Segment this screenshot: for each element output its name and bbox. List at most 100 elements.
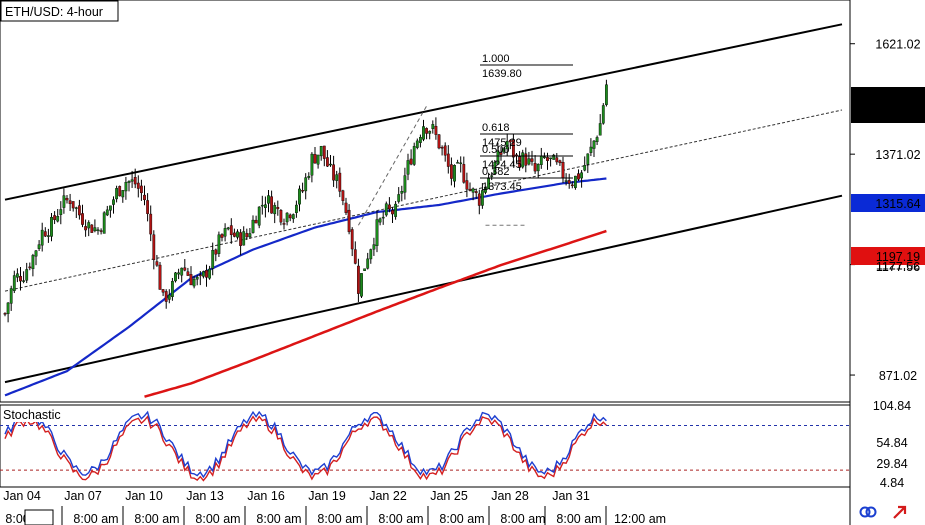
candle-body xyxy=(552,154,556,160)
candle-body xyxy=(84,226,88,231)
candle-body xyxy=(264,204,267,208)
candle-body xyxy=(443,145,447,156)
candle-body xyxy=(232,232,236,237)
candle-body xyxy=(127,181,131,183)
date-label: Jan 07 xyxy=(64,489,102,503)
date-label: Jan 10 xyxy=(125,489,163,503)
candle-body xyxy=(598,123,602,136)
candle-body xyxy=(453,165,456,182)
candle-body xyxy=(282,223,286,225)
candle-body xyxy=(505,140,509,150)
date-label: Jan 19 xyxy=(308,489,346,503)
time-label: 8:00 am xyxy=(317,512,362,525)
fib-price-label: 1424.45 xyxy=(482,159,522,171)
candle-body xyxy=(344,202,348,213)
candle-body xyxy=(499,152,503,155)
candle-body xyxy=(313,154,317,164)
candle-body xyxy=(267,195,270,204)
fib-level-label: 0.382 xyxy=(482,166,510,178)
main-panel xyxy=(0,0,851,403)
candle-body xyxy=(350,229,354,250)
date-label: Jan 28 xyxy=(491,489,529,503)
candle-body xyxy=(260,204,264,207)
time-label: 12:00 am xyxy=(614,512,666,525)
candle-body xyxy=(158,264,162,290)
candle-body xyxy=(198,274,202,277)
candle-body xyxy=(99,230,103,232)
candle-body xyxy=(186,271,190,276)
candle-body xyxy=(248,233,252,238)
candle-body xyxy=(152,234,156,260)
price-tag-bg xyxy=(851,194,925,212)
time-label: 8:00 am xyxy=(439,512,484,525)
candle-body xyxy=(71,201,75,209)
candle-body xyxy=(174,272,177,282)
fib-level-label: 1.000 xyxy=(482,53,510,65)
candle-body xyxy=(527,158,531,165)
candle-body xyxy=(50,217,53,237)
candle-body xyxy=(102,212,106,234)
candle-body xyxy=(205,270,208,278)
candle-body xyxy=(183,267,187,271)
candle-body xyxy=(3,313,7,315)
candle-body xyxy=(518,156,522,168)
candle-body xyxy=(400,191,404,194)
candle-body xyxy=(384,203,388,216)
channel-mid-line xyxy=(4,109,843,292)
ma-red-line xyxy=(144,229,607,398)
candle-body xyxy=(564,180,568,182)
fib-level-label: 0.618 xyxy=(482,122,510,134)
candle-body xyxy=(440,147,444,149)
candle-body xyxy=(285,212,289,223)
fib-price-label: 1373.45 xyxy=(482,181,522,193)
candle-body xyxy=(105,209,109,216)
stochastic-k-line xyxy=(4,410,607,479)
candle-body xyxy=(592,140,596,149)
candle-body xyxy=(375,219,379,246)
date-label: Jan 31 xyxy=(552,489,590,503)
candle-body xyxy=(136,182,140,189)
candle-body xyxy=(161,289,165,293)
candle-body xyxy=(40,229,44,246)
candle-body xyxy=(586,153,590,165)
candle-body xyxy=(139,185,143,194)
chart-title: ETH/USD: 4-hour xyxy=(5,5,103,19)
candle-body xyxy=(298,188,301,205)
candle-body xyxy=(329,163,332,166)
candle-body xyxy=(108,205,112,211)
candle-body xyxy=(555,157,559,163)
candle-body xyxy=(304,177,308,192)
candle-body xyxy=(465,180,469,190)
candle-body xyxy=(484,187,487,193)
candle-body xyxy=(93,227,97,232)
date-label: Jan 22 xyxy=(369,489,407,503)
candle-body xyxy=(459,162,463,165)
candle-body xyxy=(295,204,298,213)
link-icon[interactable] xyxy=(859,505,877,519)
candle-body xyxy=(357,265,360,294)
price-tag-label: 1567.31 xyxy=(875,90,920,104)
candle-body xyxy=(251,219,255,233)
candle-body xyxy=(307,176,311,178)
arrow-icon[interactable] xyxy=(891,505,909,519)
candle-body xyxy=(229,225,233,236)
candle-body xyxy=(90,224,94,233)
candle-body xyxy=(536,164,540,172)
channel-lower-line xyxy=(4,194,843,384)
candle-body xyxy=(360,273,363,297)
price-tag-bg xyxy=(851,87,925,105)
time-label: 8:00 am xyxy=(556,512,601,525)
candle-body xyxy=(223,228,227,237)
candle-body xyxy=(347,209,351,233)
candle-body xyxy=(341,190,345,201)
candle-body xyxy=(543,156,546,159)
candle-body xyxy=(217,234,221,254)
candle-body xyxy=(270,196,273,214)
candle-body xyxy=(31,255,35,270)
candle-body xyxy=(6,302,10,314)
candle-body xyxy=(487,178,490,190)
candle-body xyxy=(493,161,497,174)
candle-body xyxy=(201,271,205,277)
candle-body xyxy=(65,197,69,201)
